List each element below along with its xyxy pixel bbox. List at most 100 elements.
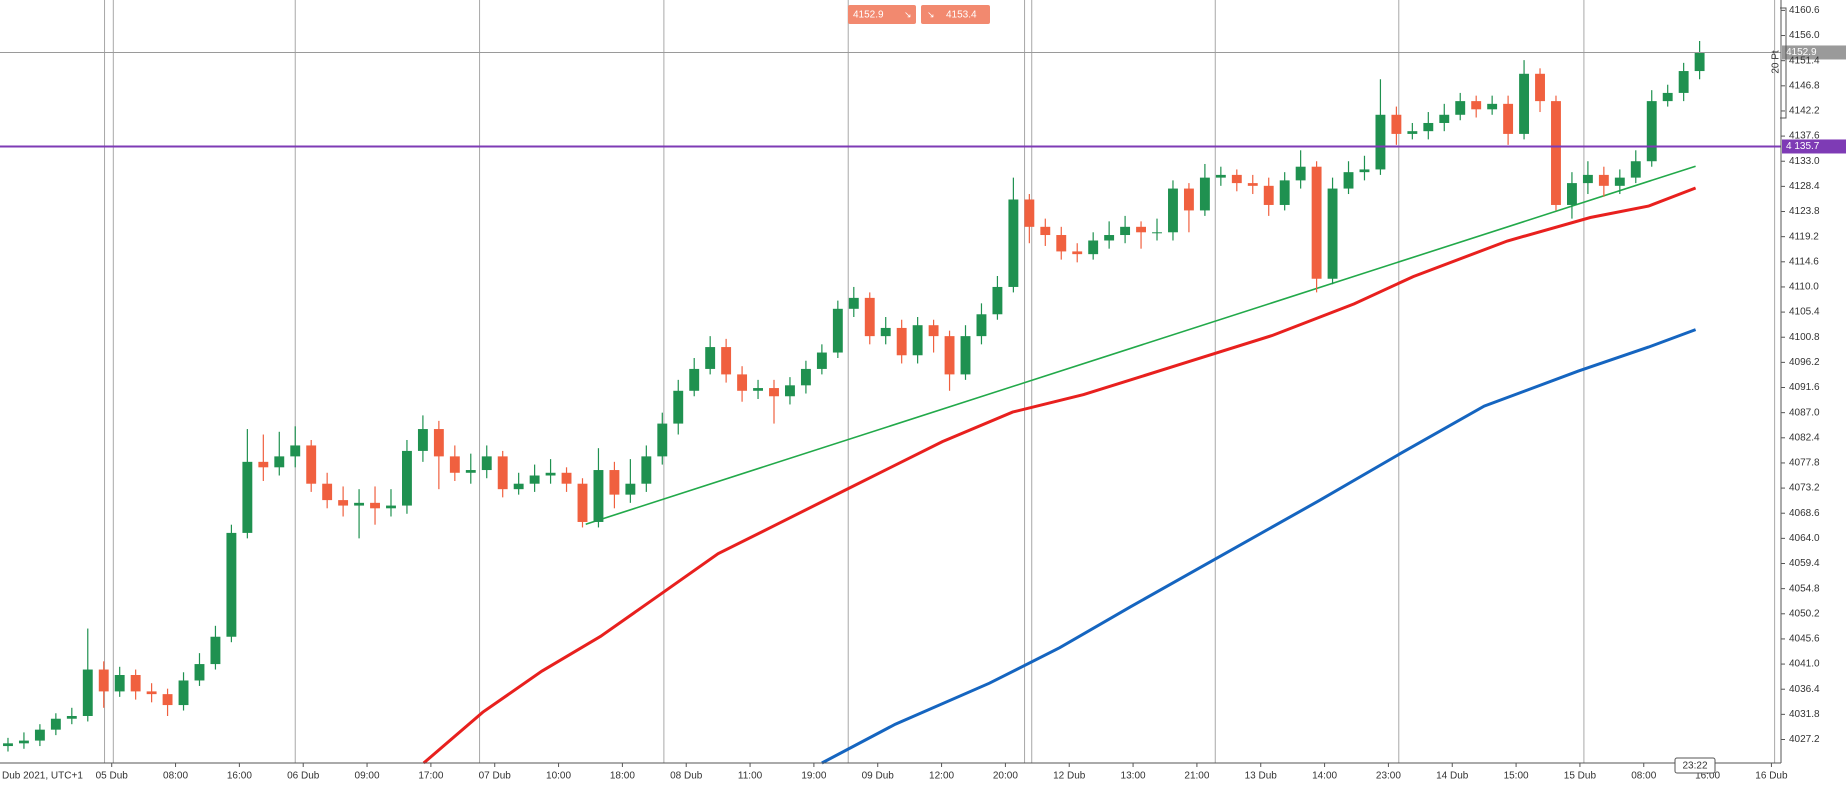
- buy-price: 4153.4: [946, 10, 977, 21]
- candle-body: [34, 729, 45, 741]
- candle-body: [1375, 114, 1386, 170]
- candle-body: [1183, 188, 1194, 211]
- candle-body: [306, 445, 317, 484]
- y-tick-label: 4054.8: [1789, 583, 1820, 594]
- candle-body: [98, 669, 109, 692]
- buy-button[interactable]: [921, 5, 990, 24]
- sell-button[interactable]: [848, 5, 916, 24]
- candle-body: [593, 470, 604, 522]
- candle-body: [545, 472, 556, 476]
- candle-body: [529, 475, 540, 484]
- candle-body: [50, 718, 61, 730]
- candle-body: [1024, 199, 1035, 227]
- candle-body: [753, 388, 763, 391]
- candle-body: [497, 456, 508, 490]
- y-tick-label: 4087.0: [1789, 407, 1820, 418]
- candles: [3, 40, 1705, 752]
- sell-price: 4152.9: [853, 10, 884, 21]
- candle-body: [290, 445, 301, 457]
- x-tick-label: 13:00: [1121, 771, 1146, 782]
- candle-body: [689, 368, 700, 391]
- y-tick-label: 4114.6: [1789, 256, 1819, 267]
- x-tick-label: 12 Dub: [1053, 771, 1086, 782]
- y-tick-label: 4077.8: [1789, 458, 1820, 469]
- candle-body: [864, 297, 875, 337]
- y-tick-label: 4123.8: [1789, 206, 1820, 217]
- candle-body: [1630, 161, 1641, 178]
- candle-body: [1279, 180, 1290, 205]
- candle-body: [1040, 226, 1051, 236]
- price-label: 4152.9: [1786, 47, 1817, 58]
- quote-buttons: 4152.9 ↘ ↘ 4153.4: [848, 5, 990, 24]
- candle-body: [912, 325, 923, 356]
- candle-body: [417, 429, 428, 451]
- candle-body: [1582, 174, 1593, 184]
- candle-body: [481, 456, 492, 471]
- candle-body: [402, 450, 412, 506]
- candle-body: [322, 483, 333, 501]
- candle-body: [673, 390, 684, 424]
- y-tick-label: 4045.6: [1789, 634, 1820, 645]
- x-tick-label: 06 Dub: [287, 771, 320, 782]
- candle-body: [178, 680, 189, 706]
- measure-tool: 20 Pt: [1771, 7, 1787, 119]
- y-tick-label: 4119.2: [1789, 231, 1819, 242]
- price-lines: 4 135.7 4152.9: [0, 45, 1846, 154]
- candle-body: [66, 715, 77, 719]
- candle-body: [1455, 101, 1466, 115]
- x-tick-label: 21:00: [1184, 771, 1209, 782]
- price-label-box: [1782, 45, 1846, 60]
- y-tick-label: 4091.6: [1789, 382, 1820, 393]
- x-tick-label: 08:00: [163, 771, 188, 782]
- candle-body: [1423, 122, 1434, 132]
- candle-body: [625, 483, 636, 495]
- x-tick-label: 16 Dub: [1755, 771, 1788, 782]
- candle-body: [1104, 235, 1115, 241]
- candle-body: [816, 352, 827, 369]
- measure-bracket: [1780, 7, 1787, 119]
- y-tick-label: 4073.2: [1789, 483, 1820, 494]
- candle-body: [1072, 251, 1083, 255]
- candle-body: [1678, 71, 1689, 93]
- candle-body: [1566, 183, 1577, 205]
- y-tick-label: 4036.4: [1789, 684, 1820, 695]
- separators: [104, 0, 1776, 763]
- candle-body: [1487, 103, 1498, 110]
- candle-body: [146, 691, 157, 695]
- price-label-box: [1782, 139, 1846, 154]
- candle-body: [721, 347, 732, 375]
- y-tick-label: 4128.4: [1789, 181, 1820, 192]
- x-tick-label: 15:00: [1504, 771, 1529, 782]
- x-tick-label: 12:00: [929, 771, 954, 782]
- candle-body: [944, 336, 955, 375]
- candle-body: [577, 483, 588, 522]
- candle-body: [449, 456, 460, 473]
- candle-body: [737, 374, 748, 391]
- candle-body: [960, 336, 971, 375]
- candle-body: [386, 505, 396, 509]
- candle-body: [258, 461, 269, 468]
- candle-body: [1503, 103, 1514, 134]
- candle-body: [1519, 73, 1530, 134]
- x-tick-label: 16:00: [227, 771, 252, 782]
- x-tick-label: 10:00: [546, 771, 571, 782]
- candle-body: [338, 500, 349, 506]
- candle-body: [130, 675, 141, 692]
- candle-body: [1646, 101, 1657, 162]
- candle-body: [162, 694, 173, 706]
- candle-body: [848, 297, 859, 309]
- x-tick-label: 09:00: [355, 771, 380, 782]
- candle-body: [1231, 174, 1242, 184]
- y-tick-label: 4050.2: [1789, 608, 1820, 619]
- x-tick-label: 11:00: [738, 771, 763, 782]
- x-tick-label: 05 Dub: [96, 771, 129, 782]
- y-tick-label: 4110.0: [1789, 282, 1819, 293]
- candle-body: [992, 286, 1003, 315]
- y-tick-label: 4041.0: [1789, 659, 1820, 670]
- x-tick-label: 08:00: [1631, 771, 1656, 782]
- indicator-line: [585, 165, 1696, 525]
- candle-body: [641, 456, 652, 484]
- candle-body: [194, 664, 205, 681]
- y-tick-label: 4096.2: [1789, 357, 1820, 368]
